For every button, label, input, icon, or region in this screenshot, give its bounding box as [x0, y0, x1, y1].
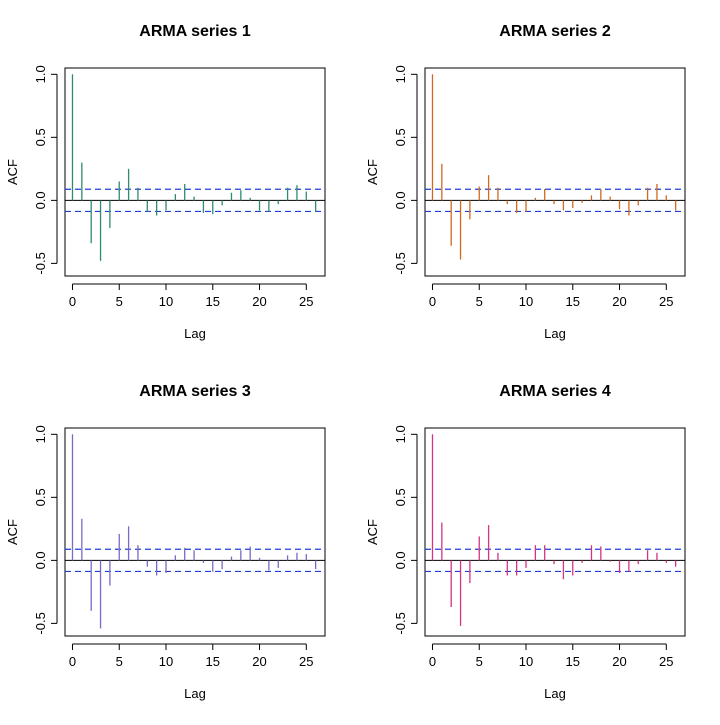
y-tick-label: 0.5 [393, 488, 408, 506]
x-axis-title: Lag [544, 686, 566, 701]
chart-title: ARMA series 1 [139, 23, 251, 40]
x-tick-label: 5 [116, 294, 123, 309]
x-tick-label: 15 [566, 654, 580, 669]
plot-frame [64, 67, 326, 277]
plot-frame [424, 67, 686, 277]
x-tick-label: 20 [612, 294, 626, 309]
x-tick-label: 10 [519, 294, 533, 309]
acf-panel-3: ARMA series 3 0 5 10 15 20 25 -0.5 0.0 0.5 1.0 Lag A… [5, 383, 326, 701]
x-tick-label: 10 [159, 654, 173, 669]
x-tick-label: 25 [299, 294, 313, 309]
y-tick-label: 0.5 [33, 488, 48, 506]
acf-panel-2: ARMA series 2 0 5 10 15 20 25 -0.5 0.0 0.5 1.0 Lag A… [365, 23, 686, 341]
chart-title: ARMA series 3 [139, 383, 251, 400]
x-tick-label: 10 [519, 654, 533, 669]
x-axis-title: Lag [184, 326, 206, 341]
y-axis-title: ACF [5, 519, 20, 545]
plot-frame [424, 427, 686, 637]
x-tick-label: 25 [659, 654, 673, 669]
acf-panel-4: ARMA series 4 0 5 10 15 20 25 -0.5 0.0 0.5 1.0 Lag A… [365, 383, 686, 701]
x-tick-label: 5 [476, 654, 483, 669]
x-tick-label: 20 [612, 654, 626, 669]
y-axis-title: ACF [5, 159, 20, 185]
x-tick-label: 5 [116, 654, 123, 669]
x-tick-label: 0 [69, 294, 76, 309]
x-tick-label: 0 [429, 654, 436, 669]
y-tick-label: 0.0 [393, 551, 408, 569]
x-tick-label: 25 [659, 294, 673, 309]
x-tick-label: 0 [429, 294, 436, 309]
y-axis-title: ACF [365, 159, 380, 185]
y-tick-label: 0.0 [33, 191, 48, 209]
x-tick-label: 25 [299, 654, 313, 669]
x-tick-label: 15 [566, 294, 580, 309]
y-tick-label: 0.0 [393, 191, 408, 209]
y-tick-label: 0.0 [33, 551, 48, 569]
x-axis-title: Lag [184, 686, 206, 701]
y-tick-label: 1.0 [393, 425, 408, 443]
y-axis-title: ACF [365, 519, 380, 545]
y-tick-label: 0.5 [33, 128, 48, 146]
y-tick-label: -0.5 [33, 612, 48, 634]
x-axis-title: Lag [544, 326, 566, 341]
y-tick-label: 1.0 [33, 425, 48, 443]
x-tick-label: 15 [206, 654, 220, 669]
y-tick-label: -0.5 [393, 252, 408, 274]
y-tick-label: 1.0 [393, 65, 408, 83]
chart-title: ARMA series 4 [499, 383, 611, 400]
x-tick-label: 20 [252, 294, 266, 309]
x-tick-label: 0 [69, 654, 76, 669]
chart-title: ARMA series 2 [499, 23, 611, 40]
x-tick-label: 15 [206, 294, 220, 309]
x-tick-label: 5 [476, 294, 483, 309]
x-tick-label: 20 [252, 654, 266, 669]
y-tick-label: 0.5 [393, 128, 408, 146]
acf-panel-1: ARMA series 1 0 5 10 15 20 25 -0.5 0.0 0.5 1.0 Lag A… [5, 23, 326, 341]
y-tick-label: 1.0 [33, 65, 48, 83]
y-tick-label: -0.5 [393, 612, 408, 634]
y-tick-label: -0.5 [33, 252, 48, 274]
x-tick-label: 10 [159, 294, 173, 309]
plot-frame [64, 427, 326, 637]
